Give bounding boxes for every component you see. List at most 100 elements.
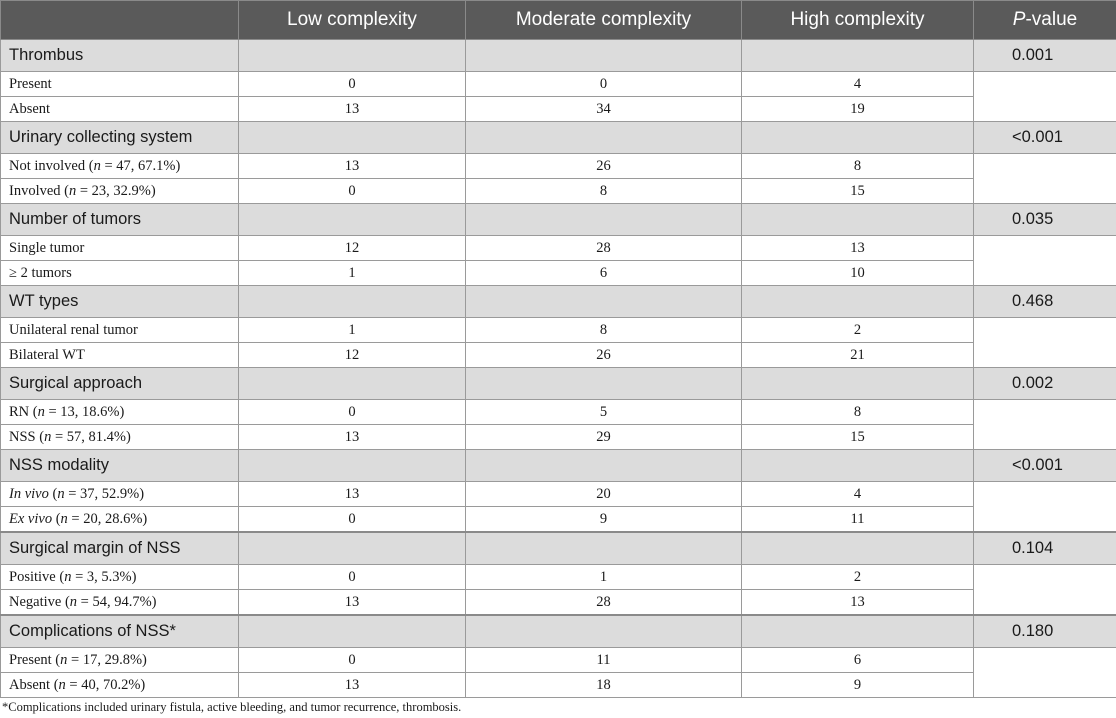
header-low-complexity: Low complexity: [238, 0, 466, 40]
row-label: Present: [0, 71, 239, 97]
cell-low: 1: [238, 317, 466, 343]
table-row: Bilateral WT 12 26 21: [0, 342, 1116, 368]
row-label-italic: Ex vivo: [9, 510, 53, 527]
cell-low: 0: [238, 399, 466, 425]
row-label: In vivo (n = 37, 52.9%): [0, 481, 239, 507]
row-label-prefix: Present (: [9, 651, 61, 668]
section-p-value: 0.001: [973, 39, 1116, 72]
cell-moderate: 26: [465, 342, 742, 368]
row-label: Present (n = 17, 29.8%): [0, 647, 239, 673]
row-label-italic: In vivo: [9, 485, 49, 502]
cell-moderate: 28: [465, 235, 742, 261]
p-value-empty-cell: [973, 647, 1116, 698]
table-row: Single tumor 12 28 13: [0, 235, 1116, 286]
section-empty-cell: [238, 39, 466, 72]
section-p-value: 0.002: [973, 367, 1116, 400]
section-empty-cell: [238, 121, 466, 154]
p-value-empty-cell: [973, 71, 1116, 122]
row-label-n: n: [69, 593, 78, 610]
section-row: WT types 0.468: [0, 285, 1116, 318]
cell-high: 21: [741, 342, 974, 368]
table-row: Absent (n = 40, 70.2%) 13 18 9: [0, 672, 1116, 698]
table-row: Absent 13 34 19: [0, 96, 1116, 122]
section-empty-cell: [238, 449, 466, 482]
row-label: Negative (n = 54, 94.7%): [0, 589, 239, 616]
table-row: Ex vivo (n = 20, 28.6%) 0 9 11: [0, 506, 1116, 533]
cell-moderate: 26: [465, 153, 742, 179]
cell-high: 4: [741, 481, 974, 507]
section-p-value: 0.104: [973, 531, 1116, 565]
row-label-prefix: Negative (: [9, 593, 70, 610]
table-row: NSS (n = 57, 81.4%) 13 29 15: [0, 424, 1116, 450]
row-label: Absent: [0, 96, 239, 122]
table-row: Unilateral renal tumor 1 8 2: [0, 317, 1116, 368]
cell-moderate: 11: [465, 647, 742, 673]
row-label-prefix: (: [52, 510, 61, 527]
section-empty-cell: [465, 531, 742, 565]
section-title: Number of tumors: [0, 203, 239, 236]
section-empty-cell: [741, 121, 974, 154]
section-empty-cell: [465, 367, 742, 400]
table-row: Present 0 0 4: [0, 71, 1116, 122]
section-empty-cell: [741, 285, 974, 318]
row-label-n: n: [57, 485, 65, 502]
cell-low: 13: [238, 96, 466, 122]
table-row: In vivo (n = 37, 52.9%) 13 20 4: [0, 481, 1116, 533]
cell-moderate: 28: [465, 589, 742, 616]
cell-low: 13: [238, 672, 466, 698]
row-label: Bilateral WT: [0, 342, 239, 368]
section-p-value: <0.001: [973, 121, 1116, 154]
section-empty-cell: [741, 203, 974, 236]
row-label: RN (n = 13, 18.6%): [0, 399, 239, 425]
p-value-empty-cell: [973, 235, 1116, 286]
cell-moderate: 5: [465, 399, 742, 425]
cell-high: 4: [741, 71, 974, 97]
row-label-suffix: = 57, 81.4%): [51, 428, 131, 445]
cell-moderate: 8: [465, 317, 742, 343]
row-label-suffix: = 13, 18.6%): [44, 403, 125, 420]
header-p-italic: P: [1012, 9, 1026, 30]
section-row: NSS modality <0.001: [0, 449, 1116, 482]
row-label-suffix: = 20, 28.6%): [67, 510, 148, 527]
row-label: Not involved (n = 47, 67.1%): [0, 153, 239, 179]
cell-high: 13: [741, 589, 974, 616]
row-label-n: n: [60, 510, 68, 527]
cell-low: 0: [238, 564, 466, 590]
row-label: NSS (n = 57, 81.4%): [0, 424, 239, 450]
section-p-value: 0.035: [973, 203, 1116, 236]
p-value-empty-cell: [973, 564, 1116, 616]
cell-high: 2: [741, 317, 974, 343]
header-moderate-complexity: Moderate complexity: [465, 0, 742, 40]
section-row: Number of tumors 0.035: [0, 203, 1116, 236]
table-row: Present (n = 17, 29.8%) 0 11 6: [0, 647, 1116, 698]
section-p-value: 0.180: [973, 614, 1116, 648]
row-label-n: n: [69, 182, 77, 199]
section-empty-cell: [465, 203, 742, 236]
row-label-prefix: Positive (: [9, 568, 65, 585]
section-row: Urinary collecting system <0.001: [0, 121, 1116, 154]
section-empty-cell: [741, 367, 974, 400]
p-value-empty-cell: [973, 317, 1116, 368]
cell-low: 13: [238, 424, 466, 450]
header-high-complexity: High complexity: [741, 0, 974, 40]
row-label-prefix: (: [48, 485, 58, 502]
section-empty-cell: [741, 449, 974, 482]
cell-high: 2: [741, 564, 974, 590]
cell-high: 6: [741, 647, 974, 673]
section-row: Complications of NSS* 0.180: [0, 614, 1116, 648]
row-label-prefix: Not involved (: [9, 157, 94, 174]
cell-high: 19: [741, 96, 974, 122]
row-label: Absent (n = 40, 70.2%): [0, 672, 239, 698]
cell-moderate: 8: [465, 178, 742, 204]
cell-moderate: 9: [465, 506, 742, 533]
section-empty-cell: [238, 367, 466, 400]
cell-moderate: 1: [465, 564, 742, 590]
row-label-n: n: [60, 651, 68, 668]
section-title: Surgical approach: [0, 367, 239, 400]
section-empty-cell: [238, 614, 466, 648]
section-empty-cell: [741, 531, 974, 565]
section-empty-cell: [238, 531, 466, 565]
cell-high: 15: [741, 178, 974, 204]
cell-low: 0: [238, 178, 466, 204]
cell-low: 13: [238, 153, 466, 179]
